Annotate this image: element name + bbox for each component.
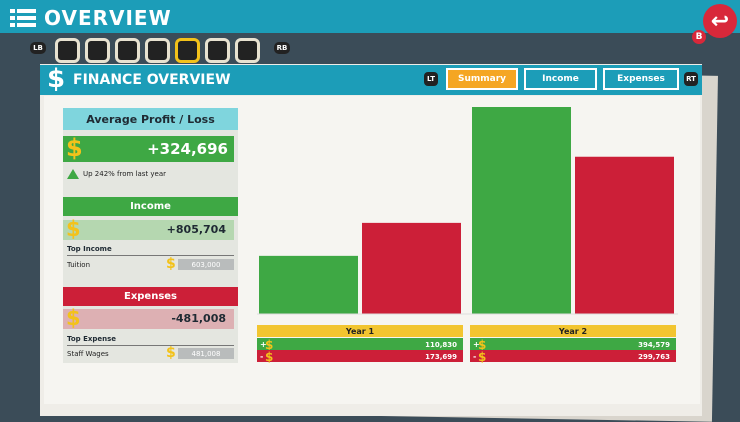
row-sign: - [260, 352, 263, 361]
bar [362, 222, 461, 314]
legend-row [470, 338, 676, 350]
expenses-header: Expenses [63, 287, 238, 306]
category-icon[interactable] [55, 38, 80, 63]
top-bar [0, 0, 740, 33]
legend-row [470, 350, 676, 362]
income-total: +805,704 [166, 223, 226, 236]
row-sign: + [260, 340, 267, 349]
bar [575, 156, 674, 314]
panel-title: FINANCE OVERVIEW [73, 72, 231, 88]
income-box [63, 220, 234, 240]
profit-value: +324,696 [147, 140, 228, 158]
tab-summary[interactable]: Summary [446, 68, 518, 90]
screen-title: OVERVIEW [44, 6, 172, 30]
top-expense-name: Staff Wages [67, 350, 109, 358]
bar [259, 255, 358, 314]
up-arrow [67, 169, 79, 179]
b-hint: B [692, 30, 706, 44]
legend-row [257, 350, 463, 362]
year-label: Year 2 [558, 327, 587, 336]
value-label: 394,579 [638, 341, 670, 349]
rt-hint: RT [684, 72, 698, 86]
coin-icon: $ [66, 306, 81, 330]
top-income-name: Tuition [67, 261, 91, 269]
category-icon[interactable] [175, 38, 200, 63]
year-label: Year 1 [345, 327, 375, 336]
coin-icon: $ [166, 345, 176, 361]
income-header: Income [63, 197, 238, 216]
category-icon[interactable] [85, 38, 110, 63]
back-button[interactable]: ↩ [703, 4, 737, 38]
lt-hint: LT [424, 72, 438, 86]
row-sign: - [473, 352, 476, 361]
tab-expenses[interactable]: Expenses [603, 68, 679, 90]
expenses-box [63, 309, 234, 329]
expenses-total: -481,008 [171, 312, 226, 325]
summary-title: Average Profit / Loss [63, 108, 238, 130]
bar [472, 107, 571, 314]
coin-icon: $ [265, 338, 273, 352]
legend-row [257, 338, 463, 350]
category-icon[interactable] [205, 38, 230, 63]
change-text: Up 242% from last year [83, 170, 167, 178]
value-label: 173,699 [425, 353, 457, 361]
coin-icon: $ [166, 256, 176, 272]
top-expense-label: Top Expense [67, 335, 117, 343]
value-label: 110,830 [425, 341, 457, 349]
coin-icon: $ [478, 350, 486, 364]
value-label: 299,763 [638, 353, 670, 361]
tab-income[interactable]: Income [524, 68, 597, 90]
rb-hint: RB [274, 42, 290, 54]
coin-icon: $ [66, 134, 83, 162]
category-icon[interactable] [145, 38, 170, 63]
profit-box [63, 136, 234, 162]
year-header [257, 325, 463, 337]
divider [67, 345, 234, 346]
dollar-icon: $ [47, 64, 66, 94]
year-header [470, 325, 676, 337]
icon-tabs [55, 38, 270, 63]
top-expense-value: 481,008 [178, 348, 234, 359]
category-icon[interactable] [115, 38, 140, 63]
coin-icon: $ [66, 217, 81, 241]
row-sign: + [473, 340, 480, 349]
coin-icon: $ [478, 338, 486, 352]
top-income-value: 603,000 [178, 259, 234, 270]
category-icon[interactable] [235, 38, 260, 63]
lb-hint: LB [30, 42, 46, 54]
coin-icon: $ [265, 350, 273, 364]
top-income-label: Top Income [67, 245, 112, 253]
divider [67, 255, 234, 256]
menu-icon [10, 9, 36, 27]
